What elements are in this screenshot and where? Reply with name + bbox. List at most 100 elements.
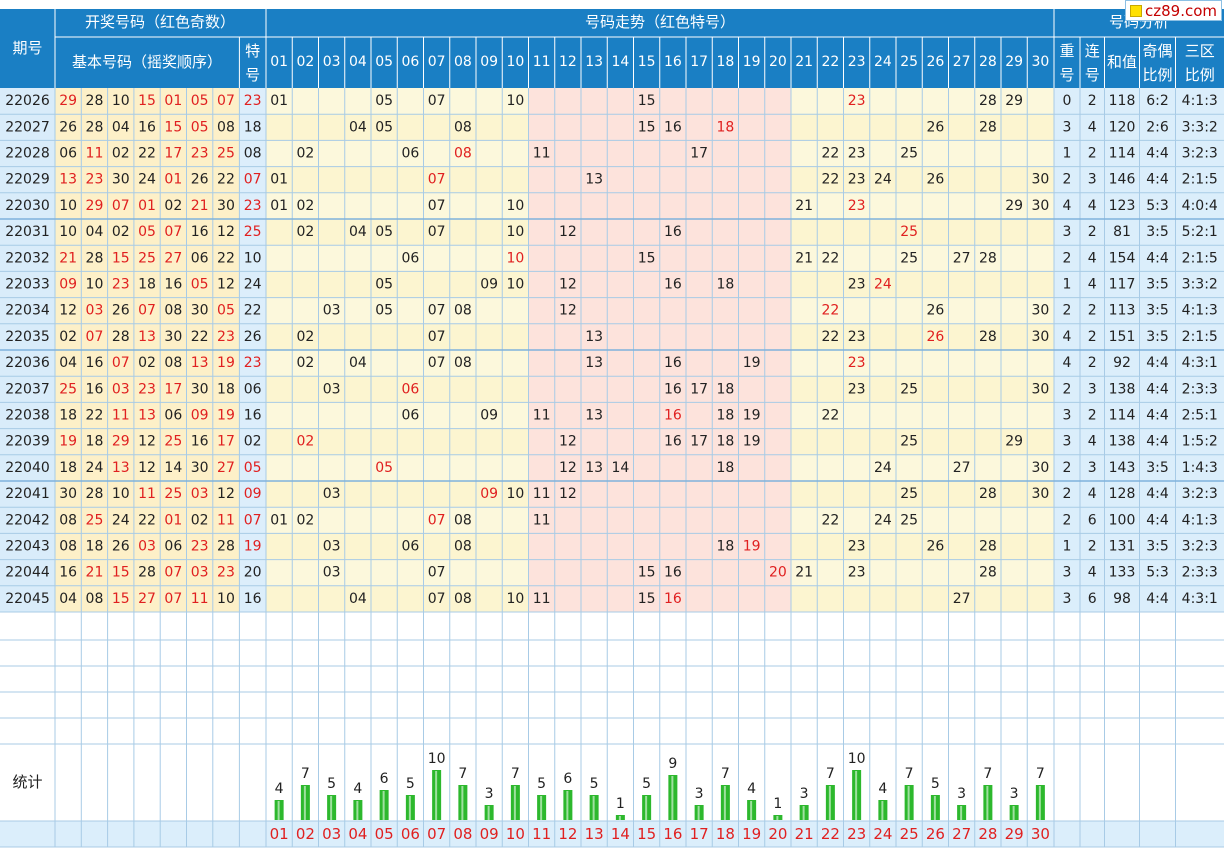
trend-number: 04 (349, 224, 367, 240)
trend-number: 25 (900, 250, 918, 266)
basic-number: 30 (191, 381, 209, 397)
period-cell-bg (0, 428, 55, 455)
stats-count: 3 (800, 786, 809, 802)
basic-number: 25 (59, 381, 77, 397)
stats-bar-highlight (435, 771, 438, 820)
stats-count: 6 (380, 771, 389, 787)
repeat-cell: 2 (1063, 486, 1072, 502)
trend-number: 18 (716, 539, 734, 555)
trend-number: 07 (428, 329, 446, 345)
zones-cell: 1:4:3 (1182, 460, 1218, 476)
stats-count: 1 (616, 796, 625, 812)
basic-number: 12 (59, 303, 77, 319)
sum-cell: 133 (1109, 565, 1136, 581)
period-cell-bg (0, 245, 55, 272)
special-cell-bg (239, 192, 266, 219)
basic-number: 11 (112, 408, 130, 424)
header-number: 10 (506, 54, 524, 70)
basic-number: 28 (86, 250, 104, 266)
basic-number: 16 (164, 277, 182, 293)
header-background (0, 9, 1224, 88)
basic-number: 30 (217, 198, 235, 214)
period-cell: 22043 (5, 539, 50, 555)
basic-number: 13 (138, 329, 156, 345)
trend-number: 21 (795, 250, 813, 266)
basic-cell-bg (55, 297, 240, 324)
trend-number: 30 (1031, 198, 1049, 214)
header-draw-group: 开奖号码（红色奇数） (85, 13, 235, 31)
header-number: 21 (795, 54, 813, 70)
stats-bar-highlight (592, 796, 595, 820)
basic-number: 13 (112, 460, 130, 476)
period-cell-bg (0, 166, 55, 193)
trend-number: 15 (638, 565, 656, 581)
special-number: 23 (244, 355, 262, 371)
basic-number: 23 (217, 329, 235, 345)
stats-count: 7 (826, 766, 835, 782)
trend-number: 30 (1031, 303, 1049, 319)
basic-cell-bg (55, 585, 240, 612)
trend-number: 29 (1005, 198, 1023, 214)
basic-number: 18 (217, 381, 235, 397)
trend-number: 13 (585, 329, 603, 345)
special-number: 23 (244, 93, 262, 109)
trend-number: 02 (296, 434, 314, 450)
special-number: 19 (244, 539, 262, 555)
header-repeat: 重 (1059, 42, 1074, 60)
stats-number: 22 (821, 825, 840, 843)
basic-number: 18 (59, 460, 77, 476)
trend-number: 16 (664, 381, 682, 397)
trend-number: 26 (926, 303, 944, 319)
trend-number: 18 (716, 408, 734, 424)
consecutive-cell: 2 (1088, 224, 1097, 240)
trend-number: 07 (428, 591, 446, 607)
stats-count: 6 (563, 771, 572, 787)
trend-number: 30 (1031, 172, 1049, 188)
trend-number: 06 (401, 381, 419, 397)
trend-number: 22 (821, 329, 839, 345)
trend-number: 25 (900, 434, 918, 450)
trend-number: 02 (296, 224, 314, 240)
basic-number: 15 (112, 565, 130, 581)
stats-bar-highlight (487, 806, 490, 820)
header-number: 22 (821, 54, 839, 70)
trend-number: 06 (401, 408, 419, 424)
basic-number: 30 (191, 460, 209, 476)
basic-number: 23 (191, 539, 209, 555)
odd-even-cell: 3:5 (1146, 303, 1169, 319)
header-number: 30 (1031, 54, 1049, 70)
stats-count: 4 (353, 781, 362, 797)
period-cell-bg (0, 350, 55, 377)
trend-number: 19 (743, 408, 761, 424)
basic-number: 09 (191, 408, 209, 424)
stats-number: 06 (401, 825, 420, 843)
trend-number: 23 (848, 277, 866, 293)
special-cell-bg (239, 271, 266, 298)
special-number: 16 (244, 408, 262, 424)
trend-number: 23 (848, 381, 866, 397)
stats-count: 4 (275, 781, 284, 797)
sum-cell: 92 (1113, 355, 1131, 371)
trend-number: 08 (454, 591, 472, 607)
consecutive-cell: 3 (1088, 172, 1097, 188)
special-number: 23 (244, 198, 262, 214)
basic-number: 25 (86, 512, 104, 528)
stats-number: 23 (847, 825, 866, 843)
trend-number: 30 (1031, 381, 1049, 397)
odd-even-cell: 4:4 (1146, 146, 1169, 162)
trend-number: 03 (323, 539, 341, 555)
header-special: 号 (245, 66, 260, 84)
stats-number: 16 (663, 825, 682, 843)
stats-number: 26 (926, 825, 945, 843)
header-number: 26 (926, 54, 944, 70)
stats-number: 11 (532, 825, 551, 843)
trend-number: 10 (506, 277, 524, 293)
trend-number: 02 (296, 198, 314, 214)
stats-number: 25 (900, 825, 919, 843)
odd-even-cell: 2:6 (1146, 119, 1169, 135)
consecutive-cell: 4 (1088, 434, 1097, 450)
stats-bar-highlight (356, 801, 359, 820)
basic-cell-bg (55, 271, 240, 298)
basic-number: 22 (191, 329, 209, 345)
basic-number: 27 (164, 250, 182, 266)
